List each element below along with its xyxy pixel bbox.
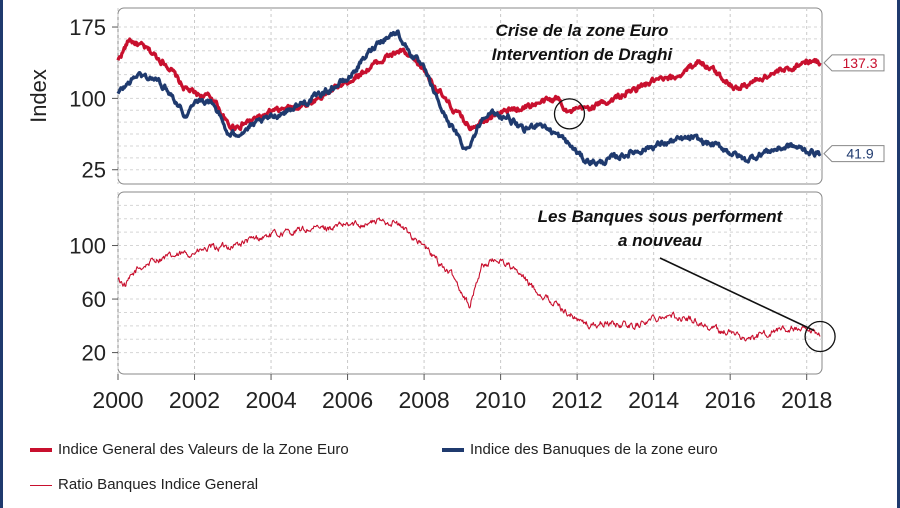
legend-label-ratio: Ratio Banques Indice General xyxy=(58,476,259,493)
top-ytick-label: 25 xyxy=(82,158,106,183)
top-ylabel: Index xyxy=(26,69,51,123)
top-ytick-label: 100 xyxy=(69,86,106,111)
xtick-label: 2004 xyxy=(245,387,296,413)
bottom-ytick-label: 60 xyxy=(82,287,106,312)
series-line-1 xyxy=(116,29,822,167)
bottom-ytick-label: 100 xyxy=(69,234,106,259)
legend-item-banks: Indice des Banuques de la zone euro xyxy=(442,441,718,458)
bottom-panel: 20 60 100 2000 2002 2004 2006 2008 2010 2012 2014 2… xyxy=(69,191,836,413)
series-line-ratio xyxy=(117,217,821,342)
xtick-label: 2014 xyxy=(628,387,679,413)
end-label-box-0 xyxy=(823,54,885,72)
xtick-label: 2000 xyxy=(92,387,143,413)
annotation-bottom-line-1: a nouveau xyxy=(618,231,703,250)
legend-label-banks: Indice des Banuques de la zone euro xyxy=(470,441,718,458)
xtick-label: 2016 xyxy=(705,387,756,413)
annotation-top-line-0: Crise de la zone Euro xyxy=(496,21,669,40)
xtick-label: 2002 xyxy=(169,387,220,413)
top-plot-area xyxy=(117,7,823,185)
annotation-bottom-line-0: Les Banques sous performent xyxy=(538,207,784,226)
legend-item-ratio: Ratio Banques Indice General xyxy=(30,476,258,493)
legend-swatch-general xyxy=(30,448,52,453)
xtick-label: 2006 xyxy=(322,387,373,413)
annotation-top-line-1: Intervention de Draghi xyxy=(492,45,674,64)
end-label-box-1 xyxy=(823,145,885,163)
top-panel: 25 100 175 Index 137.3 41.9 Crise de la zone E… xyxy=(26,7,885,185)
end-label-0: 137.3 xyxy=(842,55,877,71)
xtick-label: 2010 xyxy=(475,387,526,413)
xtick-label: 2012 xyxy=(552,387,603,413)
legend-label-general: Indice General des Valeurs de la Zone Eu… xyxy=(58,441,349,458)
annotation-circle-top xyxy=(553,98,586,130)
series-line-0 xyxy=(116,37,822,132)
legend-swatch-ratio xyxy=(30,484,52,486)
xtick-label: 2018 xyxy=(781,387,832,413)
top-ytick-label: 175 xyxy=(69,15,106,40)
end-label-1: 41.9 xyxy=(846,146,873,162)
bottom-ytick-label: 20 xyxy=(82,341,106,366)
legend-swatch-banks xyxy=(442,448,464,453)
annotation-arrow-bottom xyxy=(659,257,815,332)
legend-item-general: Indice General des Valeurs de la Zone Eu… xyxy=(30,441,349,458)
annotation-circle-bottom xyxy=(804,320,836,353)
xtick-label: 2008 xyxy=(399,387,450,413)
